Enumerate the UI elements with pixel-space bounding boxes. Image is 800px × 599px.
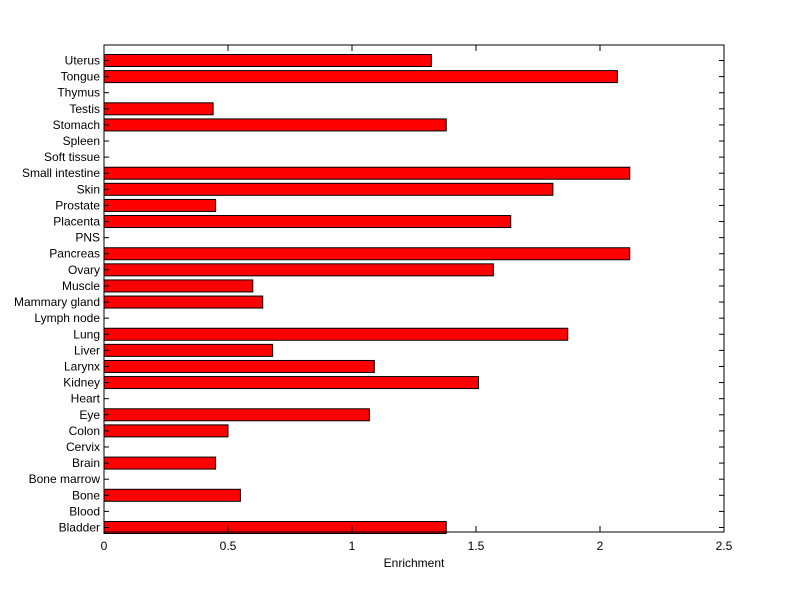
x-tick-label: 2.5 <box>716 539 733 553</box>
bar-pancreas <box>103 247 631 261</box>
bar-prostate <box>103 198 217 212</box>
y-tick-label: Skin <box>77 182 100 196</box>
bar-stomach <box>103 118 447 132</box>
y-tick-label: PNS <box>75 231 100 245</box>
y-tick-label: Heart <box>71 392 101 406</box>
y-tick-label: Brain <box>72 456 100 470</box>
y-tick-label: Soft tissue <box>44 150 100 164</box>
bar-mammary-gland <box>103 295 264 309</box>
bar-small-intestine <box>103 166 631 180</box>
bar-tongue <box>103 70 618 84</box>
y-tick-label: Stomach <box>53 118 100 132</box>
y-tick-label: Testis <box>69 102 100 116</box>
bar-liver <box>103 343 274 357</box>
bar-colon <box>103 424 229 438</box>
y-tick-label: Colon <box>69 424 100 438</box>
ticks-group <box>103 45 725 532</box>
y-tick-label: Bone <box>72 488 100 502</box>
bar-lung <box>103 327 569 341</box>
x-tick-label: 2 <box>597 539 604 553</box>
bar-muscle <box>103 279 254 293</box>
bar-eye <box>103 408 370 422</box>
y-tick-label: Pancreas <box>49 247 100 261</box>
y-tick-label: Mammary gland <box>14 295 100 309</box>
bar-kidney <box>103 376 479 390</box>
bar-ovary <box>103 263 494 277</box>
y-tick-label: Thymus <box>57 86 100 100</box>
x-tick-label: 0 <box>101 539 108 553</box>
y-tick-label: Uterus <box>65 54 100 68</box>
y-tick-label: Liver <box>74 343 100 357</box>
x-axis-label: Enrichment <box>384 556 445 570</box>
y-tick-labels: Uterus Tongue Thymus Testis Stomach Spleen Sof… <box>14 54 101 535</box>
x-tick-labels: 0 0.5 1 1.5 2 2.5 <box>101 539 733 553</box>
x-tick-label: 1.5 <box>468 539 485 553</box>
y-tick-label: Kidney <box>63 376 100 390</box>
y-tick-label: Bone marrow <box>29 472 101 486</box>
y-tick-label: Ovary <box>68 263 100 277</box>
y-tick-label: Placenta <box>53 215 100 229</box>
x-tick-label: 1 <box>349 539 356 553</box>
y-tick-label: Small intestine <box>22 166 100 180</box>
y-tick-label: Blood <box>69 504 100 518</box>
bar-skin <box>103 182 554 196</box>
bar-uterus <box>103 54 432 67</box>
bar-brain <box>103 456 217 470</box>
y-tick-label: Lung <box>73 327 100 341</box>
bar-testis <box>103 102 214 116</box>
y-tick-label: Eye <box>79 408 100 422</box>
y-tick-label: Spleen <box>63 134 100 148</box>
bar-bone <box>103 488 241 502</box>
y-tick-label: Muscle <box>62 279 100 293</box>
y-tick-label: Lymph node <box>34 311 100 325</box>
y-tick-label: Bladder <box>59 521 100 535</box>
y-tick-label: Cervix <box>66 440 100 454</box>
y-tick-label: Tongue <box>61 70 101 84</box>
plot-frame <box>103 44 725 533</box>
y-tick-label: Larynx <box>64 359 100 373</box>
x-tick-label: 0.5 <box>220 539 237 553</box>
bars-group <box>103 54 631 534</box>
bar-placenta <box>103 215 512 229</box>
bar-larynx <box>103 359 375 373</box>
y-tick-label: Prostate <box>55 198 100 212</box>
